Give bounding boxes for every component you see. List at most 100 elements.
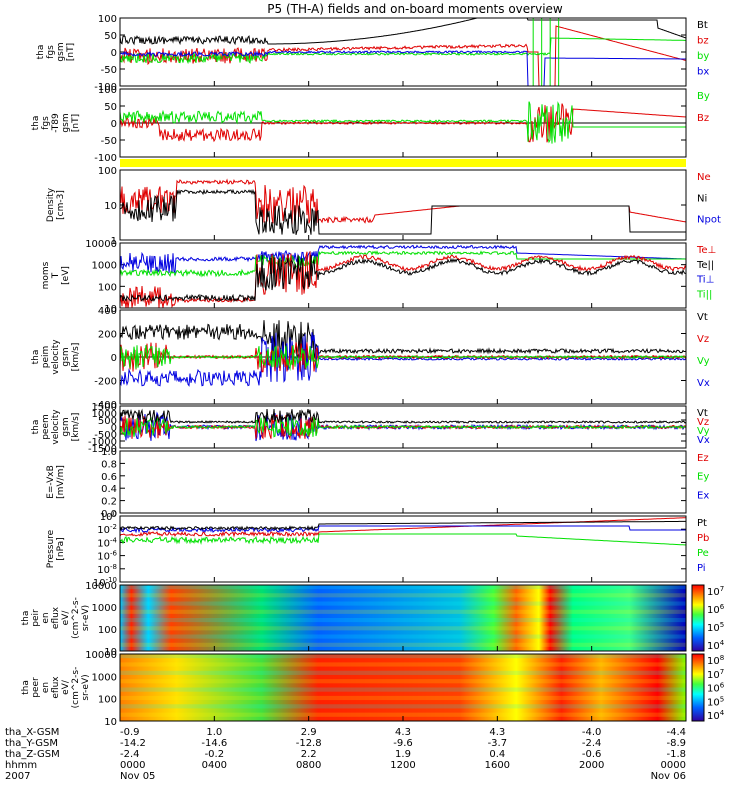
colorbar xyxy=(691,584,705,652)
legend-peim-item: Vx xyxy=(697,378,710,389)
ytick-label: 100 xyxy=(98,85,117,96)
energy-band xyxy=(120,695,686,701)
ytick-label: 10000 xyxy=(85,239,117,250)
ytick-label: 0 xyxy=(111,423,117,434)
panel-peim: tha peim velocity gsm [km/s] 400 200 0 -200 -400 V… xyxy=(31,306,710,411)
ylabel-line: eV/ xyxy=(61,610,71,626)
legend-density-item: Ni xyxy=(697,193,707,204)
panel-peir-data xyxy=(120,585,686,651)
ephemeris-row-label: hhmm xyxy=(5,760,37,771)
ytick-label: 1000 xyxy=(92,672,117,683)
legend-fgs2-item: Bz xyxy=(697,113,709,124)
energy-band xyxy=(120,634,686,639)
panel-peer-data xyxy=(120,654,686,721)
energy-band xyxy=(120,662,686,667)
legend-efield-item: Ey xyxy=(697,472,709,483)
panel-frame xyxy=(119,169,687,241)
ylabel-line: [km/s] xyxy=(71,413,81,442)
series-Ti-perp xyxy=(120,244,686,274)
legend-density-item: Ne xyxy=(697,172,711,183)
ylabel-line: fgs xyxy=(41,116,51,130)
legend-temp-item: Te⊥ xyxy=(696,245,716,256)
ylabel-line: tha xyxy=(21,680,31,695)
legend-peem-item: Vy xyxy=(697,426,710,437)
ephemeris-value: 1200 xyxy=(390,760,415,771)
ytick-label: 100 xyxy=(98,14,117,25)
ytick-label: 50 xyxy=(104,31,117,42)
ephemeris-value: -0.2 xyxy=(205,749,225,760)
panel-peer-ylabel: tha peer en eflux eV/(cm^2-s-sr-eV) xyxy=(21,667,91,709)
series-Pi xyxy=(120,525,686,534)
panel-density: Density [cm-3] 100 10 1 Ne Ni Npot xyxy=(46,166,721,247)
panel-fgs2: tha fgs -T89 gsm [nT] 100 50 0 -50 -100 By Bz xyxy=(31,85,710,164)
ylabel-line: peer xyxy=(31,677,41,698)
series-By xyxy=(120,101,686,144)
ytick-label: 10 xyxy=(104,717,117,728)
series-Vt xyxy=(120,408,686,425)
colorbar-tick-label: 107 xyxy=(707,668,724,681)
legend-peem-item: Vt xyxy=(697,408,708,419)
ytick-label: 10 xyxy=(104,304,117,315)
ephemeris-value: 2.2 xyxy=(301,749,317,760)
legend-fgs-item: bz xyxy=(697,36,709,47)
legend-efield-item: Ez xyxy=(697,453,709,464)
panel-efield-ylabel: E=-VxB [mV/m] xyxy=(46,465,66,499)
ylabel-line: tha xyxy=(31,420,41,435)
ytick-label: 1 xyxy=(111,236,117,247)
ylabel-line: (cm^2-s- xyxy=(71,597,81,639)
ytick-label: 1500 xyxy=(92,402,117,413)
ylabel-line: eflux xyxy=(51,606,61,629)
status-bar-yellow xyxy=(120,159,686,167)
colorbar xyxy=(691,653,705,722)
ephemeris-value: 0400 xyxy=(202,760,227,771)
panel-temp-ylabel: moms T [eV] xyxy=(41,261,71,289)
ylabel-line: velocity xyxy=(51,339,61,375)
ytick-label: 10 xyxy=(104,647,117,658)
ephemeris-value: 1.0 xyxy=(206,727,222,738)
legend-peim-item: Vz xyxy=(697,334,709,345)
ytick-label: 10-6 xyxy=(97,550,117,563)
ylabel-line: tha xyxy=(31,350,41,365)
legend-peem-item: Vx xyxy=(697,435,710,446)
ytick-label: 0.2 xyxy=(101,497,117,508)
ylabel-line: gsm xyxy=(61,417,71,436)
energy-band xyxy=(120,670,686,675)
series-Te-par xyxy=(120,254,686,303)
ylabel-line: Pressure xyxy=(46,529,56,568)
ytick-label: 100 xyxy=(100,510,117,523)
ytick-label: -400 xyxy=(94,400,117,411)
ylabel-line: tha xyxy=(31,116,41,131)
panel-fgs: tha fgs gsm [nT] 100 50 0 -50 -100 Bt bz by bx xyxy=(36,14,709,93)
ylabel-line: peim xyxy=(41,346,51,369)
ytick-label: 10-8 xyxy=(97,563,117,576)
ephemeris-value: 4.3 xyxy=(395,727,411,738)
ylabel-line: [nPa] xyxy=(56,537,66,560)
series-Vy xyxy=(120,417,686,438)
ylabel-line: velocity xyxy=(51,409,61,445)
ytick-label: 0.8 xyxy=(101,459,117,470)
ephemeris-value: 4.3 xyxy=(489,727,505,738)
legend-fgs-item: Bt xyxy=(697,20,708,31)
ylabel-line: [nT] xyxy=(66,43,76,61)
ephemeris-value: -3.7 xyxy=(488,738,508,749)
legend-fgs-item: by xyxy=(697,51,709,62)
ephemeris-value: 0000 xyxy=(120,760,145,771)
series-Pb xyxy=(120,517,686,538)
ytick-label: 1.0 xyxy=(101,447,117,458)
ytick-label: 1000 xyxy=(92,409,117,420)
series-Pe xyxy=(120,533,686,546)
series-Vx xyxy=(120,332,686,387)
panel-peem-ylabel: tha peem velocity gsm [km/s] xyxy=(31,409,81,445)
ylabel-line: moms xyxy=(41,261,51,289)
ytick-label: -50 xyxy=(101,136,117,147)
panel-peem: tha peem velocity gsm [km/s] 150010005000-500… xyxy=(31,402,710,455)
ytick-label: -1500 xyxy=(88,444,117,455)
colorbar-tick-label: 105 xyxy=(707,621,724,634)
series-bx xyxy=(120,50,686,86)
series-Bt xyxy=(120,18,686,46)
ytick-label: -50 xyxy=(101,65,117,76)
ephemeris-value: -14.2 xyxy=(120,738,146,749)
spectrogram xyxy=(120,585,686,651)
series-Ti-par xyxy=(120,250,686,278)
